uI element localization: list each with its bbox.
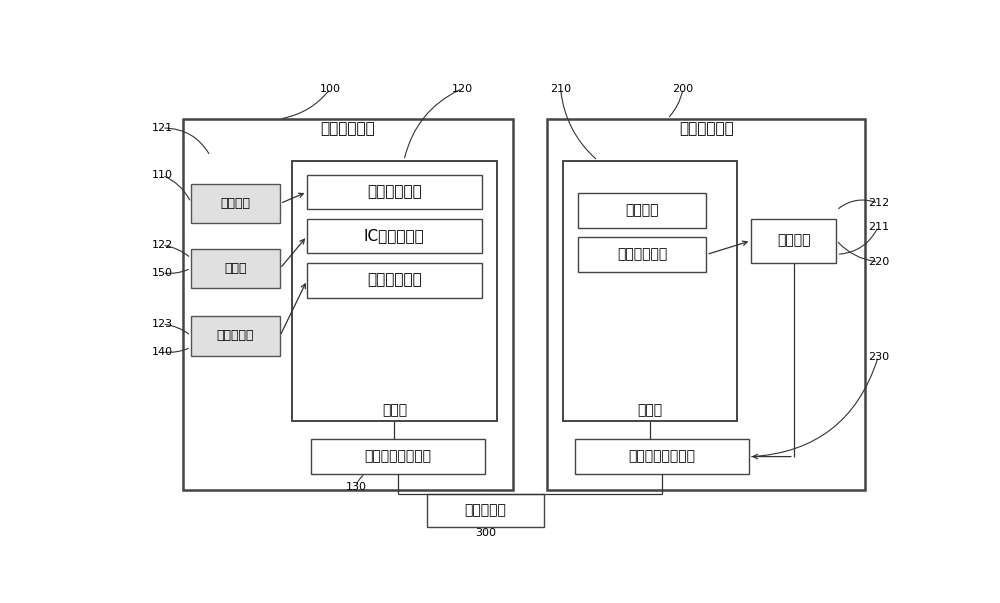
Text: 售票机: 售票机	[382, 403, 407, 417]
Text: 212: 212	[868, 198, 889, 208]
Bar	[427, 494, 544, 528]
Bar	[191, 184, 280, 223]
Text: 验票机: 验票机	[637, 403, 662, 417]
Text: 220: 220	[868, 257, 889, 267]
Text: 证件扫描仪: 证件扫描仪	[217, 329, 254, 343]
Bar	[292, 160, 497, 421]
Text: 警报装置: 警报装置	[777, 234, 811, 248]
Bar	[307, 219, 482, 253]
Text: IC卡售票模式: IC卡售票模式	[364, 229, 425, 244]
Text: 远程服务器: 远程服务器	[464, 504, 506, 517]
Text: 第二无线通信装置: 第二无线通信装置	[628, 450, 695, 464]
Text: 免费售票模式: 免费售票模式	[367, 273, 422, 288]
Text: 200: 200	[672, 84, 694, 93]
Text: 210: 210	[550, 84, 571, 93]
Text: 支付售票模式: 支付售票模式	[367, 185, 422, 200]
Text: 230: 230	[868, 352, 889, 362]
Text: 140: 140	[152, 347, 173, 357]
Text: 123: 123	[152, 319, 173, 329]
Text: 刷卡模块: 刷卡模块	[626, 203, 659, 218]
Text: 122: 122	[152, 240, 173, 250]
Text: 站台终端设备: 站台终端设备	[320, 122, 375, 136]
Text: 100: 100	[320, 84, 341, 93]
Bar	[574, 439, 749, 474]
Text: 300: 300	[475, 528, 496, 538]
Bar	[563, 160, 737, 421]
Text: 摄像头: 摄像头	[224, 262, 247, 275]
Bar	[578, 193, 706, 228]
Bar	[307, 174, 482, 209]
Bar	[191, 249, 280, 288]
Bar	[547, 119, 865, 490]
Bar	[183, 119, 512, 490]
Text: 120: 120	[452, 84, 473, 93]
Text: 第一无线通信装置: 第一无线通信装置	[365, 450, 432, 464]
Text: 110: 110	[152, 171, 173, 180]
Bar	[578, 237, 706, 272]
Bar	[751, 219, 836, 263]
Text: 211: 211	[868, 221, 889, 232]
Text: 车载终端设备: 车载终端设备	[679, 122, 734, 136]
Text: 测温装置: 测温装置	[220, 197, 250, 210]
Text: 130: 130	[345, 482, 366, 491]
Text: 150: 150	[152, 268, 173, 278]
Bar	[191, 316, 280, 356]
Bar	[307, 263, 482, 297]
Bar	[311, 439, 485, 474]
Text: 121: 121	[152, 123, 173, 133]
Text: 二维码扫码器: 二维码扫码器	[617, 248, 667, 262]
